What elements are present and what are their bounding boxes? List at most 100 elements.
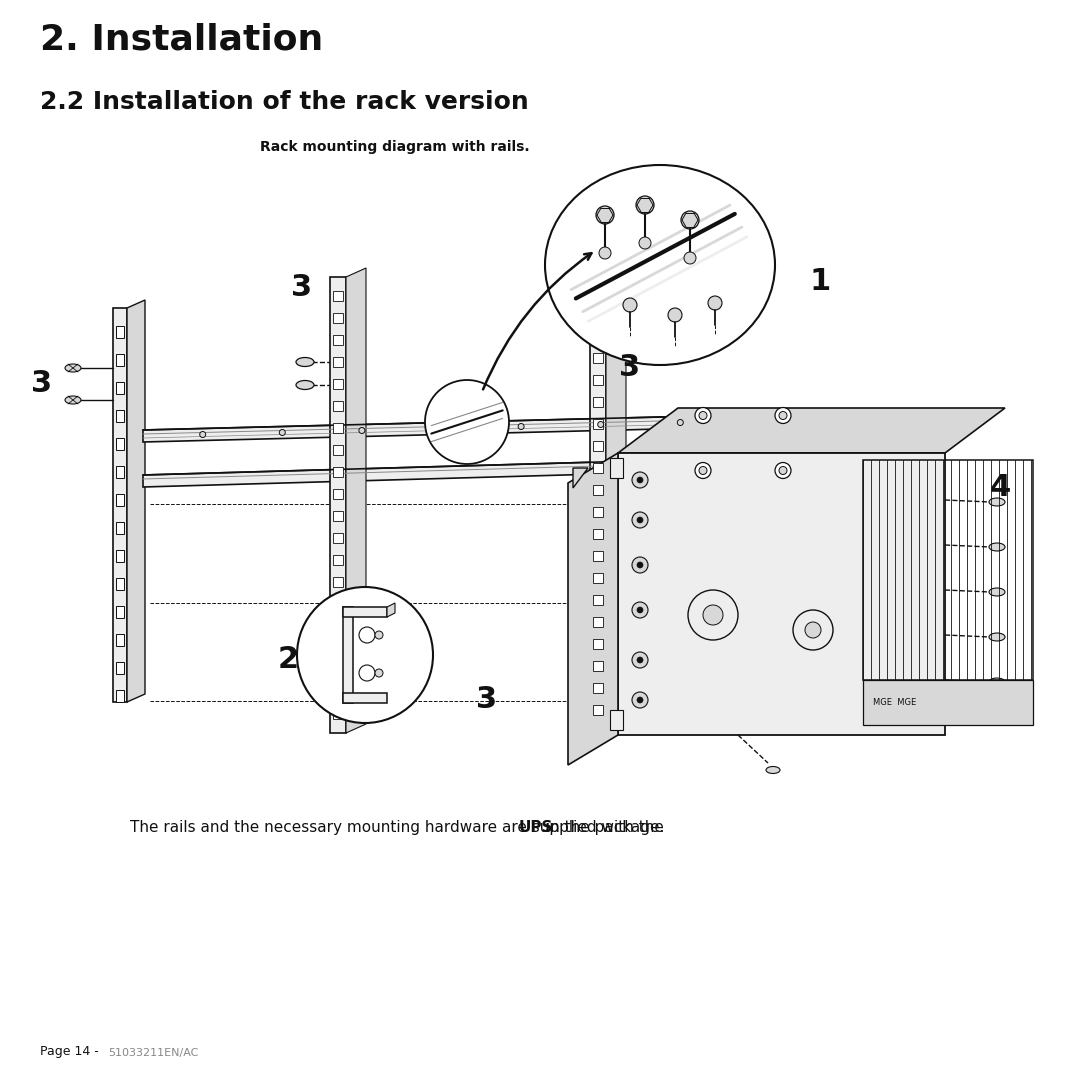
Polygon shape: [333, 357, 343, 367]
Polygon shape: [593, 529, 603, 539]
Circle shape: [597, 421, 604, 428]
Polygon shape: [593, 507, 603, 517]
Ellipse shape: [989, 588, 1005, 596]
Polygon shape: [333, 687, 343, 697]
Polygon shape: [116, 578, 124, 590]
Circle shape: [699, 411, 707, 419]
Polygon shape: [116, 662, 124, 674]
Polygon shape: [343, 607, 353, 703]
Circle shape: [632, 692, 648, 708]
Circle shape: [632, 557, 648, 573]
Circle shape: [596, 206, 615, 224]
Polygon shape: [593, 683, 603, 693]
Text: 51033211EN/AC: 51033211EN/AC: [108, 1048, 199, 1058]
Polygon shape: [333, 423, 343, 433]
Text: 4: 4: [989, 473, 1011, 502]
Polygon shape: [593, 463, 603, 473]
Polygon shape: [333, 555, 343, 565]
Circle shape: [775, 462, 791, 478]
Polygon shape: [116, 382, 124, 394]
Ellipse shape: [65, 396, 81, 404]
Polygon shape: [333, 489, 343, 499]
Text: 3: 3: [31, 368, 53, 397]
Polygon shape: [610, 710, 623, 730]
Polygon shape: [127, 300, 145, 702]
Circle shape: [688, 590, 738, 640]
Polygon shape: [387, 603, 395, 617]
Circle shape: [637, 562, 643, 568]
Circle shape: [775, 407, 791, 423]
Polygon shape: [593, 661, 603, 671]
Polygon shape: [593, 353, 603, 363]
Polygon shape: [333, 291, 343, 301]
Circle shape: [359, 627, 375, 643]
Circle shape: [599, 247, 611, 259]
Circle shape: [375, 631, 383, 639]
Circle shape: [779, 467, 787, 474]
Polygon shape: [593, 330, 603, 341]
Polygon shape: [593, 595, 603, 605]
Polygon shape: [593, 397, 603, 407]
Circle shape: [280, 430, 285, 435]
Polygon shape: [333, 643, 343, 653]
Polygon shape: [346, 268, 366, 733]
Circle shape: [518, 423, 524, 430]
Text: The rails and the necessary mounting hardware are supplied with the: The rails and the necessary mounting har…: [130, 820, 669, 835]
Polygon shape: [343, 607, 387, 617]
Circle shape: [793, 610, 833, 650]
Polygon shape: [333, 379, 343, 389]
Polygon shape: [593, 639, 603, 649]
Polygon shape: [618, 453, 945, 735]
Circle shape: [200, 432, 205, 437]
Ellipse shape: [296, 357, 314, 366]
Circle shape: [677, 419, 684, 426]
Polygon shape: [116, 606, 124, 618]
Polygon shape: [593, 441, 603, 451]
Polygon shape: [143, 458, 740, 487]
Polygon shape: [573, 468, 588, 488]
Ellipse shape: [989, 543, 1005, 551]
Polygon shape: [116, 326, 124, 338]
Polygon shape: [333, 665, 343, 675]
Polygon shape: [333, 445, 343, 455]
Text: 2: 2: [278, 646, 298, 675]
Circle shape: [696, 407, 711, 423]
Text: Page 14 -: Page 14 -: [40, 1045, 103, 1058]
Circle shape: [637, 517, 643, 523]
Text: in the package.: in the package.: [541, 820, 665, 835]
Polygon shape: [330, 276, 346, 733]
Text: 1: 1: [809, 268, 831, 297]
Polygon shape: [116, 494, 124, 507]
Polygon shape: [343, 693, 387, 703]
Polygon shape: [593, 573, 603, 583]
Polygon shape: [333, 401, 343, 411]
Text: MGE  MGE: MGE MGE: [873, 698, 916, 707]
Circle shape: [297, 588, 433, 723]
Text: UPS: UPS: [519, 820, 553, 835]
Ellipse shape: [296, 380, 314, 390]
Polygon shape: [618, 408, 1005, 453]
Circle shape: [375, 669, 383, 677]
Circle shape: [632, 472, 648, 488]
Text: Rack mounting diagram with rails.: Rack mounting diagram with rails.: [260, 140, 529, 154]
Polygon shape: [116, 522, 124, 534]
Ellipse shape: [989, 633, 1005, 642]
Circle shape: [632, 602, 648, 618]
Polygon shape: [333, 511, 343, 521]
Polygon shape: [333, 577, 343, 588]
Polygon shape: [593, 309, 603, 319]
Circle shape: [708, 296, 723, 310]
Polygon shape: [116, 465, 124, 478]
Polygon shape: [610, 458, 623, 478]
Circle shape: [637, 697, 643, 703]
Polygon shape: [116, 634, 124, 646]
Circle shape: [359, 665, 375, 681]
Circle shape: [805, 622, 821, 638]
Polygon shape: [116, 690, 124, 702]
Polygon shape: [568, 453, 618, 765]
Text: 3: 3: [476, 686, 498, 715]
Circle shape: [639, 237, 651, 249]
Polygon shape: [333, 621, 343, 631]
Circle shape: [681, 211, 699, 229]
Ellipse shape: [989, 498, 1005, 507]
